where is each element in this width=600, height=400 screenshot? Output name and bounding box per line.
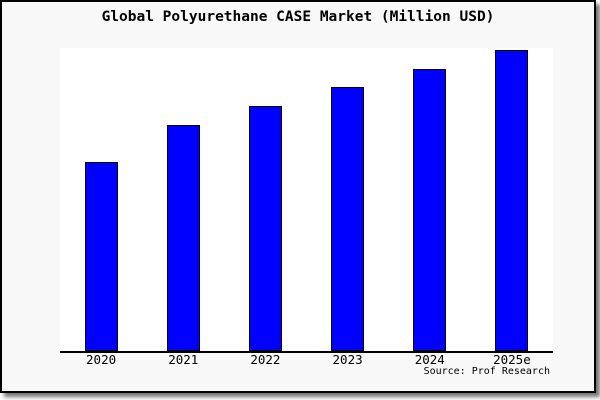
source-note: Source: Prof Research [423,366,550,377]
x-tick-label-2024: 2024 [414,352,445,367]
x-axis-labels: 2020 2021 2022 2023 2024 2025e [60,352,553,368]
x-tick-label-2020: 2020 [86,352,117,367]
chart-figure: Global Polyurethane CASE Market (Million… [0,0,596,393]
plot-area [60,48,553,353]
bar-2024 [413,69,447,351]
x-tick-label-2023: 2023 [332,352,363,367]
chart-title: Global Polyurethane CASE Market (Million… [101,9,495,25]
bar-2021 [166,125,200,351]
bar-2022 [248,106,282,351]
bar-2020 [84,162,118,351]
bar-2023 [331,87,365,351]
x-tick-label-2021: 2021 [168,352,199,367]
x-tick-label-2022: 2022 [250,352,281,367]
x-tick-label-2025e: 2025e [493,352,531,367]
bar-2025e [495,50,529,351]
